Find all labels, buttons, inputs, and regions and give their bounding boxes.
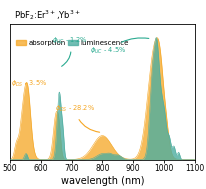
X-axis label: wavelength (nm): wavelength (nm) [60,176,143,186]
Text: $\phi_{UC}$ - 4.5%: $\phi_{UC}$ - 4.5% [90,38,148,57]
Text: $\phi_{DS}$ - 28.2%: $\phi_{DS}$ - 28.2% [54,104,99,132]
Text: PbF$_2$:Er$^{3+}$,Yb$^{3+}$: PbF$_2$:Er$^{3+}$,Yb$^{3+}$ [14,9,80,22]
Text: $\phi_{DS}$ - 3.5%: $\phi_{DS}$ - 3.5% [11,79,47,89]
Legend: absorption, luminescence: absorption, luminescence [14,37,130,48]
Text: $\phi_{UC}$ - 1.2%: $\phi_{UC}$ - 1.2% [51,36,87,66]
